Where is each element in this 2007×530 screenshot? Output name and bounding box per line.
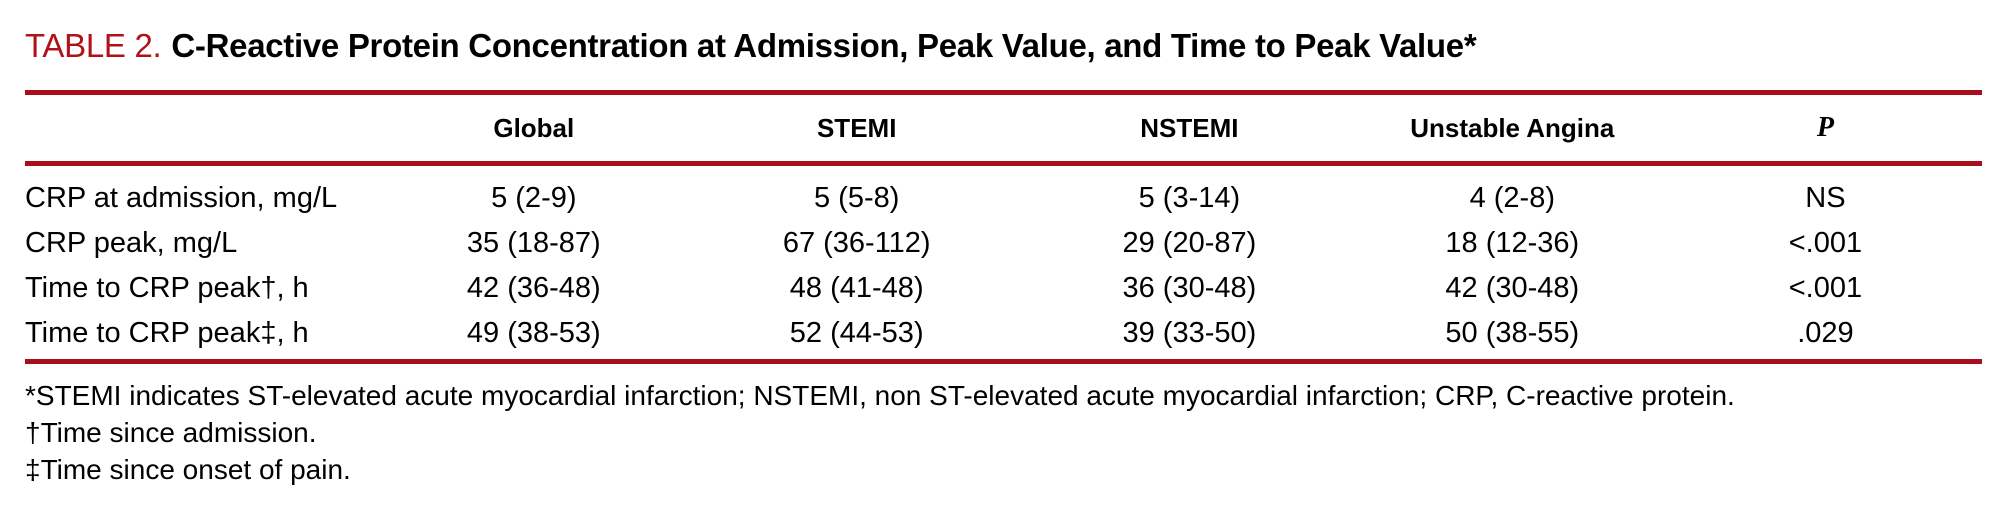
row-label: Time to CRP peak‡, h: [25, 317, 309, 349]
cell-nstemi: 36 (30-48): [1122, 272, 1257, 304]
cell-nstemi: 29 (20-87): [1122, 227, 1257, 259]
cell-unstable-angina: 18 (12-36): [1445, 227, 1580, 259]
cell-unstable-angina: 50 (38-55): [1445, 317, 1580, 349]
cell-nstemi: 5 (3-14): [1138, 182, 1241, 214]
row-label: CRP at admission, mg/L: [25, 182, 338, 214]
cell-p-value: <.001: [1788, 272, 1863, 304]
table-row: CRP peak, mg/L 35 (18-87) 67 (36-112) 29…: [25, 221, 1982, 266]
cell-global: 42 (36-48): [466, 272, 601, 304]
table-title: TABLE 2. C-Reactive Protein Concentration…: [25, 26, 1982, 66]
header-p-value: P: [1816, 112, 1834, 143]
divider-bottom: [25, 359, 1982, 364]
cell-unstable-angina: 42 (30-48): [1445, 272, 1580, 304]
cell-p-value: <.001: [1788, 227, 1863, 259]
footnotes: *STEMI indicates ST-elevated acute myoca…: [25, 377, 1982, 488]
footnote-dagger: †Time since admission.: [25, 417, 317, 448]
cell-stemi: 52 (44-53): [789, 317, 924, 349]
table-row: CRP at admission, mg/L 5 (2-9) 5 (5-8) 5…: [25, 166, 1982, 221]
cell-unstable-angina: 4 (2-8): [1469, 182, 1555, 214]
divider-top: [25, 90, 1982, 95]
header-empty: [25, 95, 377, 161]
cell-nstemi: 39 (33-50): [1122, 317, 1257, 349]
crp-data-table-body: CRP at admission, mg/L 5 (2-9) 5 (5-8) 5…: [25, 166, 1982, 356]
header-stemi: STEMI: [816, 112, 897, 143]
cell-p-value: .029: [1797, 317, 1854, 349]
table-header: Global STEMI NSTEMI Unstable Angina P: [25, 95, 1982, 161]
divider-header: [25, 161, 1982, 166]
row-label: CRP peak, mg/L: [25, 227, 238, 259]
cell-global: 5 (2-9): [491, 182, 577, 214]
cell-stemi: 67 (36-112): [782, 227, 931, 259]
footnote-double-dagger: ‡Time since onset of pain.: [25, 454, 351, 485]
footnote-abbreviations: *STEMI indicates ST-elevated acute myoca…: [25, 380, 1735, 411]
crp-data-table: Global STEMI NSTEMI Unstable Angina P: [25, 95, 1982, 161]
cell-p-value: NS: [1805, 182, 1846, 214]
table-figure: TABLE 2. C-Reactive Protein Concentration…: [0, 26, 2007, 488]
table-row: Time to CRP peak†, h 42 (36-48) 48 (41-4…: [25, 266, 1982, 311]
header-global: Global: [493, 112, 575, 143]
row-label: Time to CRP peak†, h: [25, 272, 309, 304]
cell-global: 49 (38-53): [466, 317, 601, 349]
table-number-label: TABLE 2.: [25, 27, 162, 64]
cell-stemi: 48 (41-48): [789, 272, 924, 304]
table-row: Time to CRP peak‡, h 49 (38-53) 52 (44-5…: [25, 311, 1982, 356]
cell-global: 35 (18-87): [466, 227, 601, 259]
table-body: CRP at admission, mg/L 5 (2-9) 5 (5-8) 5…: [25, 166, 1982, 356]
header-row: Global STEMI NSTEMI Unstable Angina P: [25, 95, 1982, 161]
header-unstable-angina: Unstable Angina: [1410, 112, 1615, 143]
table-title-text: C-Reactive Protein Concentration at Admi…: [171, 27, 1477, 64]
cell-stemi: 5 (5-8): [813, 182, 900, 214]
header-nstemi: NSTEMI: [1140, 112, 1239, 143]
